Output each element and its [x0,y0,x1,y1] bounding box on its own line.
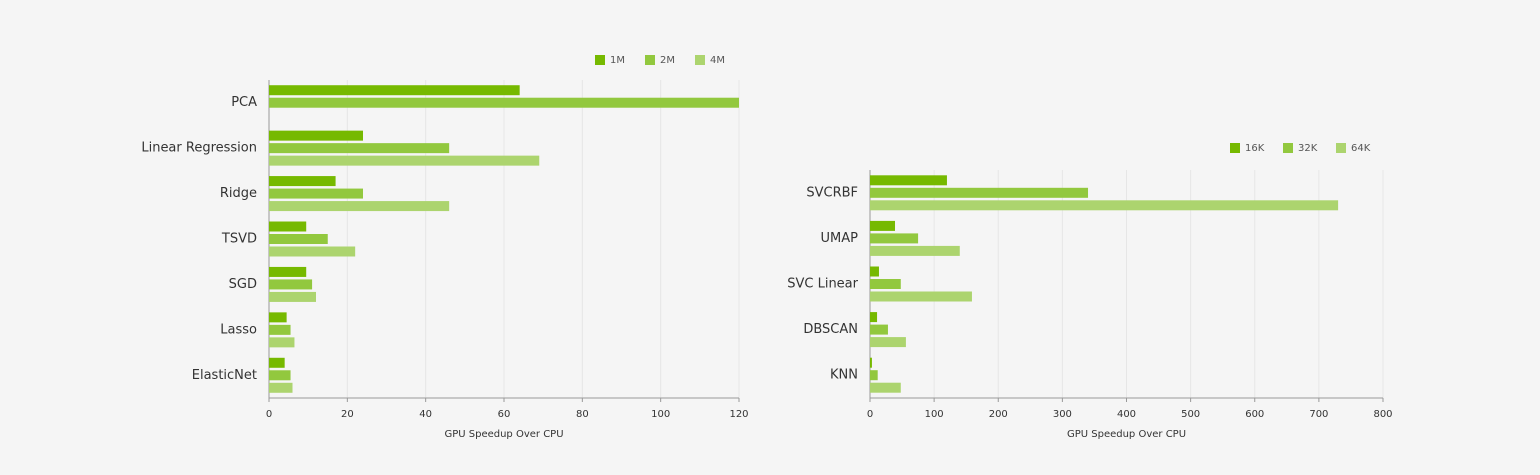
y-tick-label: Linear Regression [141,141,257,156]
bar [870,337,906,348]
bar [269,188,363,199]
bar [870,266,879,277]
y-tick-label: PCA [231,95,257,110]
bar [269,176,336,187]
bar [269,234,328,244]
y-tick-label: ElasticNet [192,368,257,383]
legend-swatch [645,55,655,65]
legend-label: 1M [610,55,625,66]
legend-label: 2M [660,55,675,66]
x-tick-label: 40 [419,409,432,420]
bar [269,370,291,381]
legend-swatch [1336,143,1346,153]
y-tick-label: SVCRBF [806,185,858,200]
x-tick-label: 80 [576,409,589,420]
x-tick-label: 500 [1181,409,1200,420]
bar [269,143,450,154]
legend-label: 16K [1245,143,1265,154]
bar [870,291,972,302]
x-tick-label: 0 [266,409,272,420]
bar [870,382,901,393]
legend-swatch [695,55,705,65]
x-tick-label: 600 [1245,409,1264,420]
bar [269,337,295,348]
bar [269,266,307,277]
x-tick-label: 120 [729,409,748,420]
y-tick-label: DBSCAN [803,322,858,337]
legend-swatch [595,55,605,65]
bar [870,370,878,381]
bar [870,312,878,323]
legend-label: 4M [710,55,725,66]
legend-swatch [1230,143,1240,153]
bar [269,85,520,96]
bar [269,291,316,302]
bar [870,220,896,231]
x-tick-label: 200 [989,409,1008,420]
x-tick-label: 400 [1117,409,1136,420]
x-axis-label: GPU Speedup Over CPU [444,429,563,440]
bar [269,312,287,323]
y-tick-label: SVC Linear [787,277,858,292]
bar [269,201,450,212]
bar [870,233,919,244]
x-tick-label: 100 [651,409,670,420]
x-tick-label: 100 [925,409,944,420]
y-tick-label: KNN [830,368,858,383]
x-tick-label: 60 [498,409,511,420]
bar [269,382,293,393]
y-tick-label: Ridge [220,186,257,201]
y-tick-label: SGD [229,277,257,292]
bar [269,324,291,335]
y-tick-label: UMAP [821,231,859,246]
legend-swatch [1283,143,1293,153]
bar [870,175,947,186]
bar [870,187,1089,198]
bar [870,245,960,256]
bar [870,279,901,289]
y-tick-label: TSVD [221,232,257,247]
bar [269,221,307,232]
bar [269,357,285,368]
bar [269,246,356,257]
x-tick-label: 0 [867,409,873,420]
x-tick-label: 700 [1309,409,1328,420]
bar [870,324,888,335]
y-tick-label: Lasso [220,322,257,337]
x-tick-label: 20 [341,409,354,420]
bar [269,97,739,108]
x-tick-label: 300 [1053,409,1072,420]
x-axis-label: GPU Speedup Over CPU [1067,429,1186,440]
legend-label: 32K [1298,143,1318,154]
bar [870,200,1339,211]
bar [269,130,363,141]
bar [269,155,540,166]
bar [870,357,872,368]
legend-label: 64K [1351,143,1371,154]
bar [269,279,313,290]
x-tick-label: 800 [1373,409,1392,420]
